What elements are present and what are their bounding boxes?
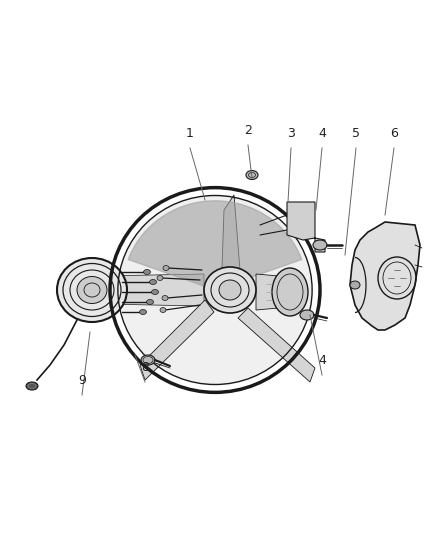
Polygon shape (100, 274, 204, 306)
Ellipse shape (246, 171, 258, 180)
Text: 5: 5 (352, 127, 360, 140)
Polygon shape (238, 308, 315, 382)
Ellipse shape (152, 289, 159, 295)
Ellipse shape (57, 258, 127, 322)
Polygon shape (350, 222, 420, 330)
Ellipse shape (141, 355, 155, 365)
Ellipse shape (149, 279, 156, 285)
Ellipse shape (300, 310, 314, 320)
Ellipse shape (272, 268, 308, 316)
Ellipse shape (77, 277, 107, 303)
Ellipse shape (139, 310, 146, 314)
Ellipse shape (162, 295, 168, 301)
Ellipse shape (350, 281, 360, 289)
Ellipse shape (160, 308, 166, 312)
Ellipse shape (219, 280, 241, 300)
Polygon shape (256, 274, 290, 310)
Text: 9: 9 (78, 374, 86, 387)
Ellipse shape (204, 267, 256, 313)
Text: 1: 1 (186, 127, 194, 140)
Ellipse shape (26, 382, 38, 390)
Text: 4: 4 (318, 127, 326, 140)
Ellipse shape (144, 270, 151, 274)
Ellipse shape (146, 300, 153, 304)
Text: 6: 6 (390, 127, 398, 140)
Text: 2: 2 (244, 124, 252, 137)
Text: 4: 4 (318, 354, 326, 367)
Polygon shape (128, 201, 302, 290)
Text: 8: 8 (141, 361, 149, 374)
Polygon shape (287, 202, 325, 252)
Polygon shape (140, 300, 214, 380)
Ellipse shape (157, 276, 163, 280)
Ellipse shape (313, 240, 327, 250)
Polygon shape (118, 196, 311, 384)
Polygon shape (222, 195, 240, 270)
Text: 3: 3 (287, 127, 295, 140)
Ellipse shape (163, 265, 169, 271)
